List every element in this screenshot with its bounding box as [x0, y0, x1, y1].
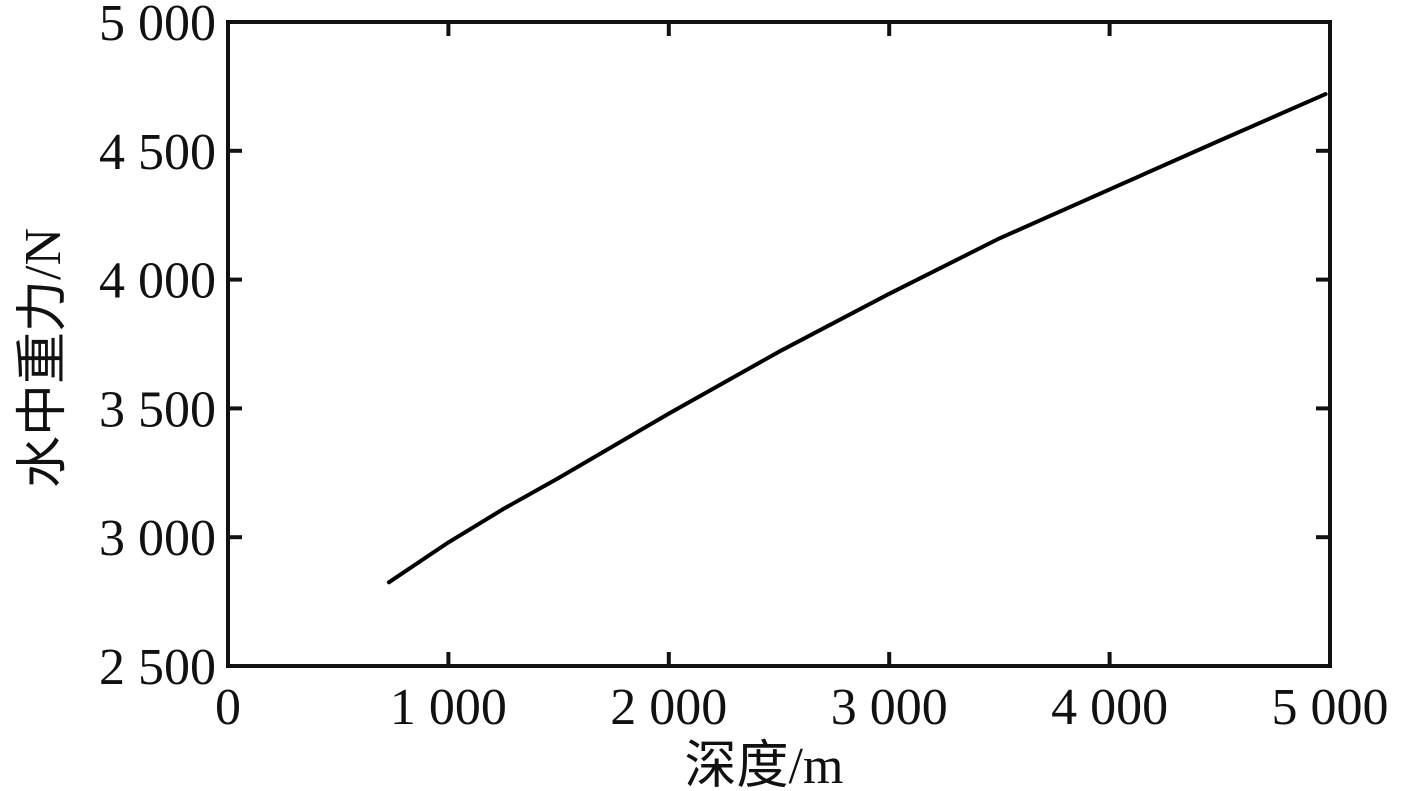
- plot-frame: [226, 20, 1332, 668]
- x-tick-label: 5 000: [1272, 679, 1389, 736]
- y-tick-label: 4 000: [99, 253, 216, 310]
- y-tick-label: 5 000: [99, 0, 216, 52]
- x-axis-title: 深度/m: [685, 738, 844, 791]
- series-layer: [386, 92, 1328, 585]
- series-line: [386, 92, 1328, 585]
- x-tick-label: 4 000: [1051, 679, 1168, 736]
- x-tick-label: 2 000: [610, 679, 727, 736]
- y-axis-title: 水中重力/N: [15, 228, 72, 488]
- y-tick-label: 4 500: [99, 124, 216, 181]
- x-axis-tick-labels: 0 1 000 2 000 3 000 4 000 5 000: [215, 679, 1389, 736]
- x-axis-ticks: [446, 22, 1112, 666]
- y-tick-label: 2 500: [99, 639, 216, 696]
- y-tick-label: 3 500: [99, 381, 216, 438]
- y-tick-label: 3 000: [99, 510, 216, 567]
- x-tick-label: 1 000: [390, 679, 507, 736]
- y-axis-ticks: [228, 148, 1330, 540]
- x-tick-label: 3 000: [831, 679, 948, 736]
- x-tick-label: 0: [215, 679, 241, 736]
- y-axis-tick-labels: 2 500 3 000 3 500 4 000 4 500 5 000: [99, 0, 216, 696]
